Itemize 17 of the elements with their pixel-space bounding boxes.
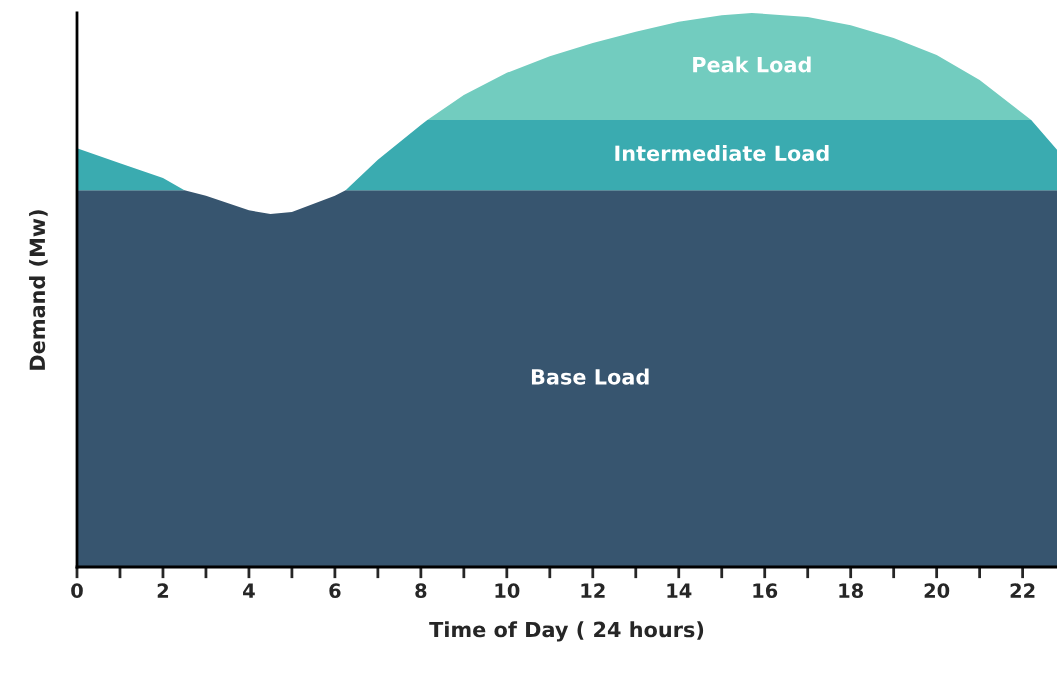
series-label: Intermediate Load: [615, 145, 829, 162]
x-tick-label: 16: [753, 583, 778, 599]
x-tick-label: 14: [667, 583, 692, 598]
x-tick-label: 12: [581, 583, 605, 598]
series-label: Peak Load: [693, 56, 811, 73]
x-tick-label: 4: [243, 583, 255, 598]
x-tick-label: 18: [839, 583, 864, 599]
x-axis-title: Time of Day ( 24 hours): [429, 621, 704, 642]
x-tick-label: 0: [71, 583, 83, 599]
x-tick-label: 6: [329, 583, 341, 599]
x-tick-label: 8: [415, 583, 427, 599]
x-tick-label: 22: [1010, 583, 1035, 598]
y-axis-title: Demand (Mw): [29, 210, 48, 370]
x-tick-label: 2: [157, 583, 169, 598]
x-tick-label: 10: [495, 583, 520, 599]
series-label: Base Load: [531, 368, 649, 385]
x-tick-label: 20: [924, 583, 950, 599]
